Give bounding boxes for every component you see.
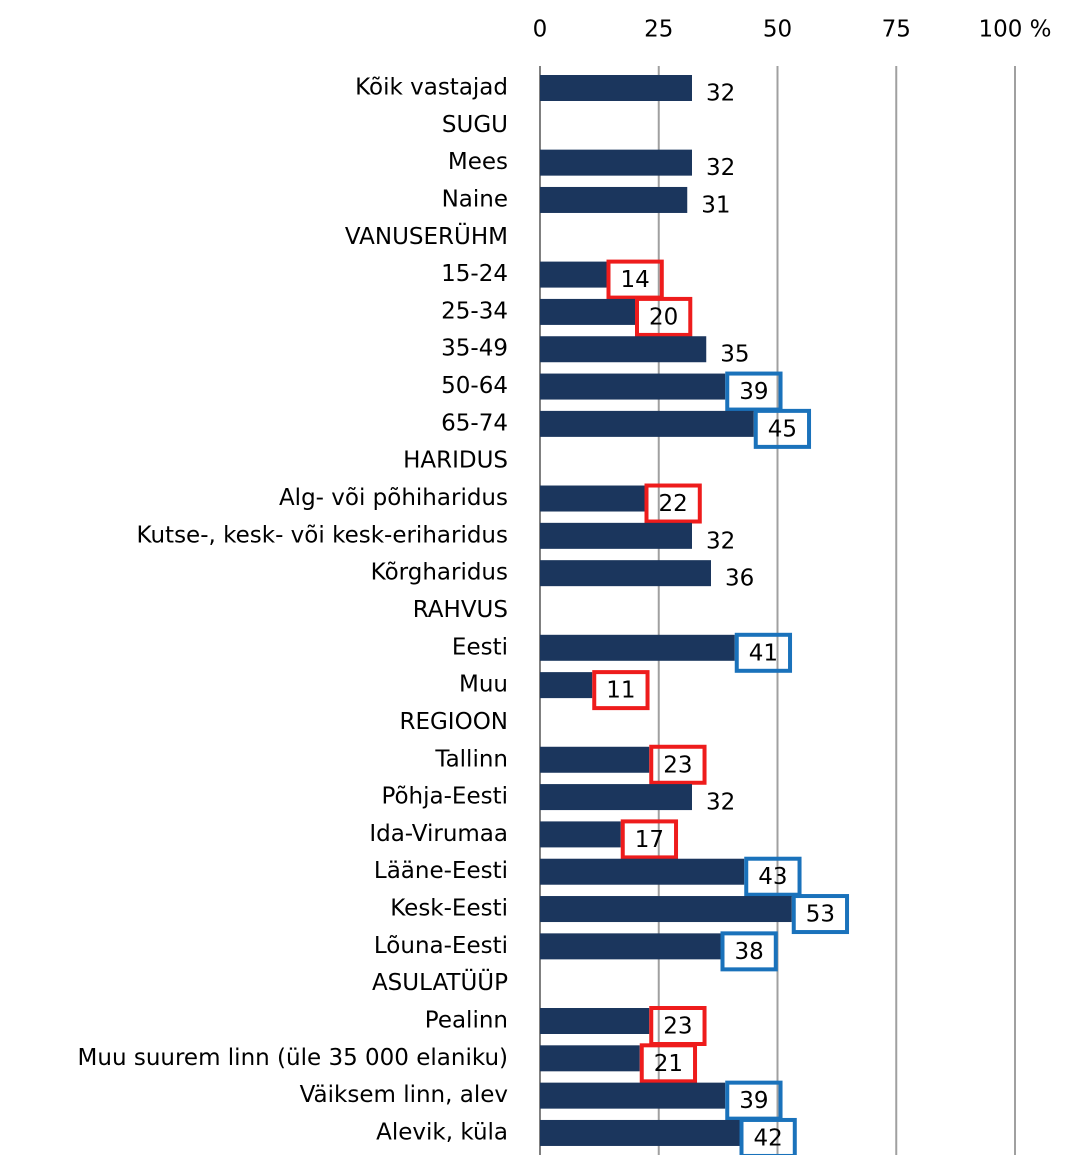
y-tick-label: Alevik, küla [376,1119,508,1145]
data-label: 41 [749,640,778,666]
x-tick-label: 0 [533,17,548,43]
data-label: 21 [654,1051,683,1077]
y-tick-label: Pealinn [425,1008,508,1034]
y-tick-label: Kõrgharidus [371,560,508,586]
y-tick-label: HARIDUS [403,448,508,474]
data-label: 39 [739,1088,768,1114]
bar [540,746,650,773]
y-tick-label: 25-34 [441,298,508,324]
data-label: 53 [806,902,835,928]
x-tick-label: 50 [763,17,792,43]
data-label: 35 [720,342,749,368]
data-label: 31 [701,192,730,218]
bar [540,933,721,960]
data-label: 22 [659,491,688,517]
data-label: 32 [706,790,735,816]
y-tick-label: Põhja-Eesti [381,784,508,810]
y-tick-label: RAHVUS [413,597,508,623]
x-tick-label: 75 [882,17,911,43]
bar [540,149,692,176]
y-tick-label: 35-49 [441,336,508,362]
y-tick-label: Muu suurem linn (üle 35 000 elaniku) [78,1045,508,1071]
data-label: 45 [768,416,797,442]
data-label: 11 [606,678,635,704]
y-tick-label: 65-74 [441,410,508,436]
label-box [620,819,679,860]
bar [540,410,754,437]
y-tick-label: ASULATÜÜP [372,968,508,996]
data-label: 38 [735,939,764,965]
y-tick-label: Kõik vastajad [355,75,508,101]
data-label: 43 [758,864,787,890]
y-tick-label: Lääne-Eesti [374,858,508,884]
data-label: 23 [663,752,692,778]
bar [540,522,692,549]
bar [540,1008,650,1034]
bar [540,858,745,885]
label-box [635,296,693,337]
bar [540,373,726,400]
label-box [592,670,650,711]
bar [540,634,735,661]
y-tick-label: Kesk-Eesti [390,896,508,922]
y-tick-label: Lõuna-Eesti [374,933,508,959]
bar [540,672,593,699]
bar [540,298,635,325]
bar [540,560,711,587]
bar [540,821,621,848]
y-tick-label: Eesti [452,634,508,660]
label-box [791,894,850,935]
label-box [720,931,778,972]
y-tick-label: Mees [448,149,508,175]
y-tick-label: SUGU [442,112,508,138]
bar [540,261,607,288]
label-box [639,1043,698,1084]
label-box [739,1117,797,1155]
data-label: 36 [725,566,754,592]
data-label: 32 [706,528,735,554]
y-tick-label: Ida-Virumaa [369,821,508,847]
data-label: 23 [663,1014,692,1040]
data-label: 20 [649,304,678,330]
label-box [753,408,812,449]
y-tick-label: Väiksem linn, alev [300,1082,508,1108]
y-tick-label: Muu [459,672,508,698]
bar [540,1119,740,1146]
data-label: 32 [706,81,735,107]
y-tick-label: VANUSERÜHM [345,222,508,250]
data-label: 14 [621,267,650,293]
bar [540,1045,640,1072]
y-tick-label: Kutse-, kesk- või kesk-eriharidus [137,522,508,548]
y-tick-label: Tallinn [434,746,508,772]
label-box [649,744,707,785]
bar [540,186,688,213]
y-tick-label: 15-24 [441,261,508,287]
label-box [744,856,802,897]
data-label: 32 [706,155,735,181]
y-tick-label: Naine [442,186,508,212]
y-tick-label: REGIOON [399,709,508,735]
y-tick-label: Alg- või põhiharidus [279,485,508,511]
x-tick-label: 100 % [978,17,1051,43]
data-label: 17 [635,827,664,853]
bar [540,1082,726,1109]
bar [540,485,645,512]
bar [540,896,792,923]
data-label: 42 [754,1125,783,1151]
x-tick-label: 25 [644,17,673,43]
label-box [644,483,702,524]
label-box [734,632,793,673]
bar [540,75,692,101]
y-tick-label: 50-64 [441,373,508,399]
bar [540,784,692,811]
data-label: 39 [739,379,768,405]
bar [540,336,707,363]
